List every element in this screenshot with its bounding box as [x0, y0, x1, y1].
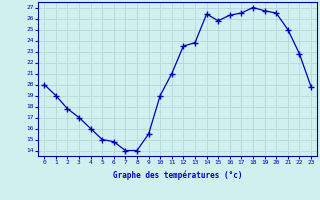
X-axis label: Graphe des températures (°c): Graphe des températures (°c)	[113, 171, 242, 180]
